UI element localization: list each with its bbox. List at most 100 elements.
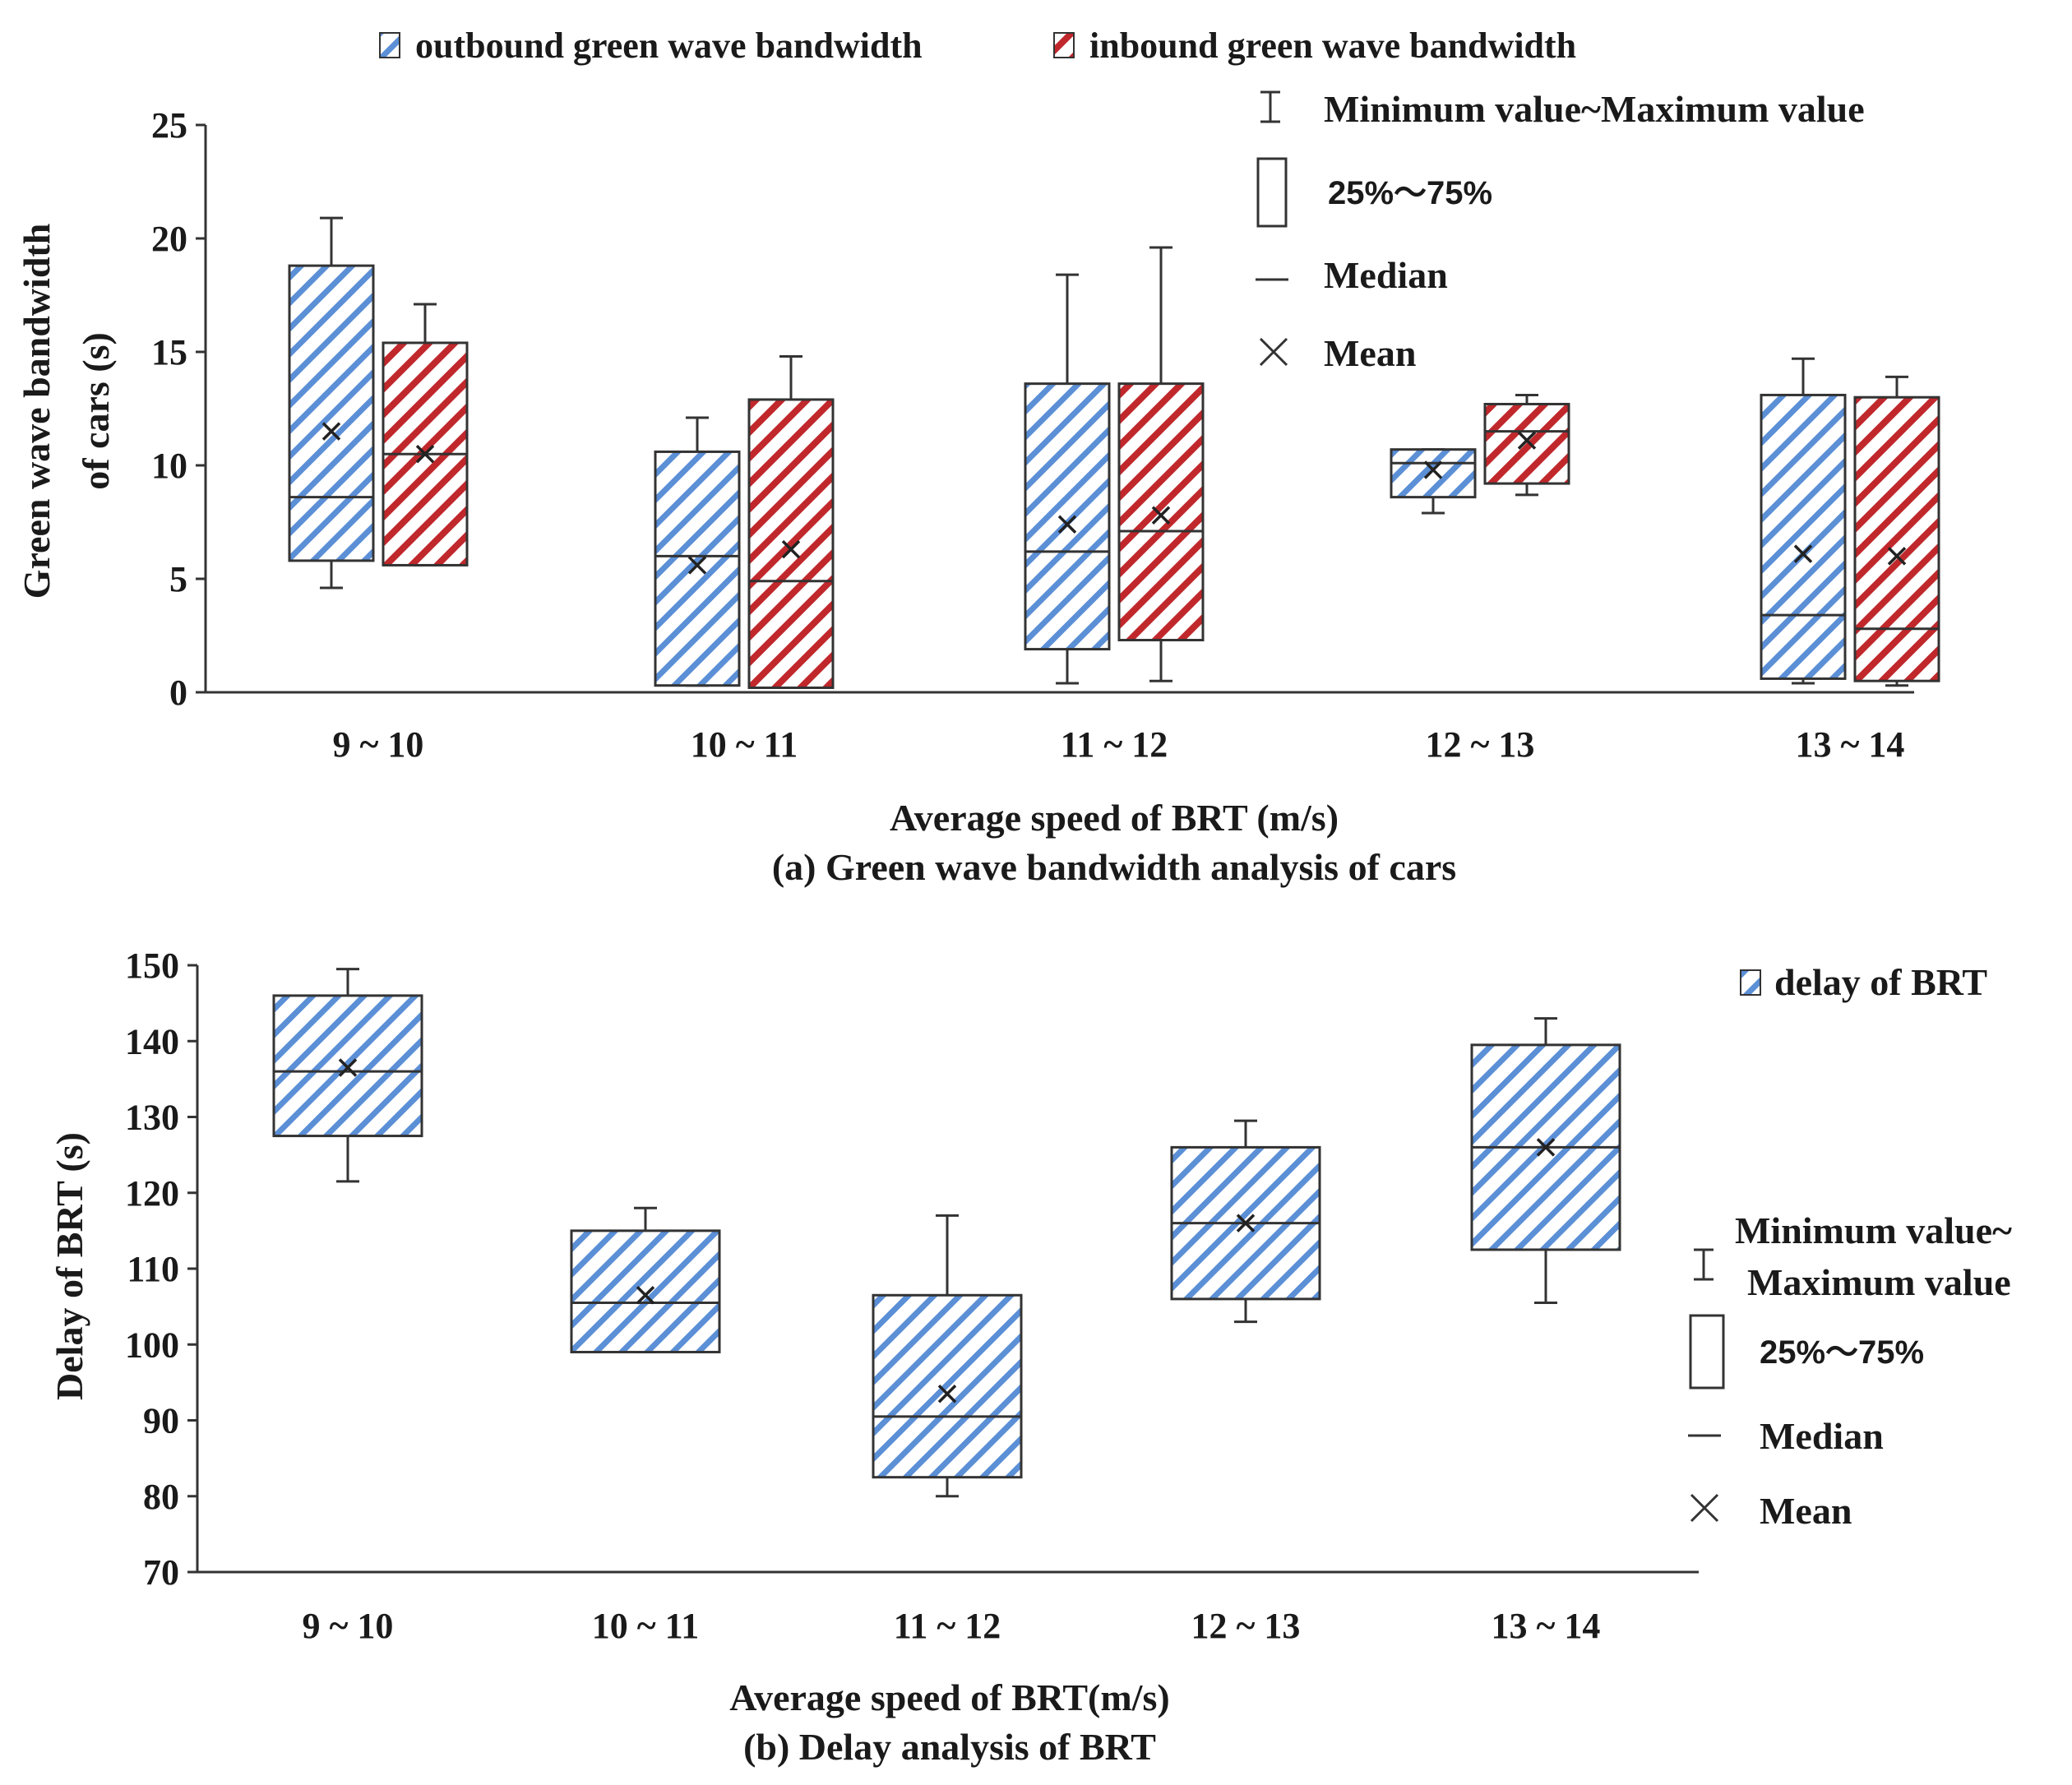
iqr-box <box>1024 382 1111 651</box>
legend-b-key: Minimum value~ Maximum value 25%～75% Med… <box>1688 1209 2012 1532</box>
mean-marker <box>1517 431 1537 450</box>
y-label-a-line2: of cars (s) <box>75 332 117 490</box>
legend-a-iqr: 25%～75% <box>1328 175 1492 211</box>
legend-b-median: Median <box>1760 1415 1884 1457</box>
y-tick-label: 80 <box>143 1477 179 1517</box>
legend-label-inbound: inbound green wave bandwidth <box>1089 25 1576 66</box>
legend-a-series: outbound green wave bandwidth inbound gr… <box>379 25 1576 66</box>
mean-marker <box>415 444 435 464</box>
minmax-key-icon <box>1260 90 1280 123</box>
x-tick-label: 12 ~ 13 <box>1191 1606 1301 1646</box>
mean-marker <box>338 1058 358 1077</box>
x-tick-label: 10 ~ 11 <box>592 1606 699 1646</box>
x-ticks-a: 9 ~ 10 10 ~ 11 11 ~ 12 12 ~ 13 13 ~ 14 <box>333 724 1905 765</box>
x-tick-label: 12 ~ 13 <box>1426 724 1535 765</box>
y-tick-label: 10 <box>151 446 187 486</box>
mean-marker <box>687 556 707 575</box>
iqr-key-icon <box>1689 1314 1725 1390</box>
legend-b-minmax-1: Minimum value~ <box>1735 1209 2012 1251</box>
legend-label-outbound: outbound green wave bandwidth <box>415 25 923 66</box>
box-plot <box>1170 1119 1321 1324</box>
caption-a: (a) Green wave bandwidth analysis of car… <box>772 846 1456 888</box>
boxes-b <box>272 968 1621 1498</box>
mean-marker <box>781 539 801 559</box>
legend-a-key: Minimum value~Maximum value 25%～75% Medi… <box>1256 88 1865 374</box>
y-tick-label: 15 <box>151 332 187 372</box>
y-tick-label: 150 <box>125 946 179 986</box>
box-plot <box>1483 393 1570 497</box>
x-tick-label: 13 ~ 14 <box>1492 1606 1601 1646</box>
x-tick-label: 9 ~ 10 <box>333 724 424 765</box>
box-plot <box>570 1206 721 1353</box>
legend-b-mean: Mean <box>1760 1490 1852 1532</box>
mean-marker <box>937 1384 957 1403</box>
mean-marker <box>1423 460 1443 479</box>
iqr-box <box>747 398 835 689</box>
box-plot <box>1853 375 1940 687</box>
x-tick-label: 11 ~ 12 <box>894 1606 1001 1646</box>
box-plot <box>747 355 835 689</box>
box-plot <box>382 303 469 566</box>
mean-marker <box>1057 515 1077 534</box>
y-label-b-text: Delay of BRT (s) <box>49 1132 90 1400</box>
box-plot <box>1117 246 1205 682</box>
legend-b-iqr: 25%～75% <box>1760 1334 1924 1371</box>
mean-key-icon <box>1690 1493 1719 1523</box>
box-plot <box>1760 357 1847 685</box>
mean-marker <box>1793 544 1813 563</box>
chart-b: delay of BRT Minimum value~ Maximum valu… <box>49 946 2012 1768</box>
box-plot <box>288 216 375 590</box>
iqr-box <box>1117 382 1205 642</box>
x-label-a: Average speed of BRT (m/s) <box>890 797 1339 839</box>
y-label-a: Green wave bandwidth of cars (s) <box>16 224 117 599</box>
y-tick-label: 90 <box>143 1401 179 1441</box>
iqr-box <box>1853 395 1940 682</box>
legend-a-mean: Mean <box>1324 332 1416 374</box>
mean-marker <box>636 1286 655 1305</box>
iqr-box <box>1390 448 1477 499</box>
x-tick-label: 9 ~ 10 <box>303 1606 394 1646</box>
legend-swatch-outbound <box>379 32 400 58</box>
iqr-key-icon <box>1256 157 1288 228</box>
y-tick-label: 100 <box>125 1325 179 1365</box>
y-label-a-line1: Green wave bandwidth <box>16 224 58 599</box>
x-tick-label: 11 ~ 12 <box>1061 724 1168 765</box>
legend-swatch-delay <box>1740 969 1761 996</box>
iqr-box <box>654 450 741 687</box>
boxes-a <box>288 216 1940 689</box>
iqr-box <box>1483 402 1570 485</box>
mean-key-icon <box>1259 337 1288 367</box>
y-ticks-b: 70 80 90 100 110 120 130 140 150 <box>125 946 197 1593</box>
x-ticks-b: 9 ~ 10 10 ~ 11 11 ~ 12 12 ~ 13 13 ~ 14 <box>303 1606 1601 1646</box>
box-plot <box>654 416 741 687</box>
legend-label-delay: delay of BRT <box>1774 961 1987 1003</box>
y-tick-label: 0 <box>169 673 187 713</box>
iqr-box <box>872 1293 1023 1479</box>
legend-swatch-inbound <box>1053 32 1075 58</box>
caption-b: (b) Delay analysis of BRT <box>743 1726 1156 1768</box>
legend-a-minmax: Minimum value~Maximum value <box>1324 88 1865 130</box>
iqr-box <box>570 1229 721 1353</box>
y-label-b: Delay of BRT (s) <box>49 1132 90 1400</box>
y-tick-label: 110 <box>127 1249 179 1289</box>
mean-marker <box>1536 1138 1556 1157</box>
box-plot <box>1390 448 1477 515</box>
y-ticks-a: 0 5 10 15 20 25 <box>151 105 206 713</box>
y-tick-label: 5 <box>169 559 187 599</box>
x-tick-label: 10 ~ 11 <box>691 724 798 765</box>
mean-marker <box>1887 547 1907 566</box>
x-label-b: Average speed of BRT(m/s) <box>729 1676 1169 1718</box>
x-tick-label: 13 ~ 14 <box>1796 724 1905 765</box>
minmax-key-icon <box>1694 1248 1714 1281</box>
mean-marker <box>1151 506 1171 525</box>
y-tick-label: 25 <box>151 105 187 146</box>
legend-b-minmax-2: Maximum value <box>1747 1261 2011 1303</box>
chart-a: outbound green wave bandwidth inbound gr… <box>16 25 1940 888</box>
y-tick-label: 20 <box>151 219 187 259</box>
y-tick-label: 70 <box>143 1552 179 1593</box>
box-plot <box>1024 273 1111 685</box>
box-plot <box>272 968 423 1183</box>
iqr-box <box>288 264 375 562</box>
y-tick-label: 120 <box>125 1173 179 1214</box>
